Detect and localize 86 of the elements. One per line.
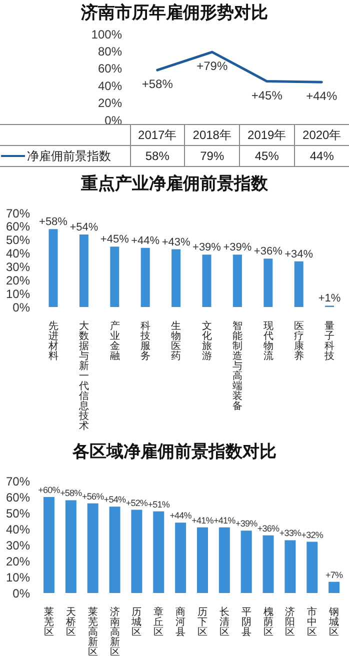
data-label: +54% xyxy=(104,494,126,505)
text: 44% xyxy=(294,146,349,166)
data-label: +36% xyxy=(254,246,283,258)
data-label: +60% xyxy=(38,485,60,495)
x-tick-label: 量子科技 xyxy=(324,321,335,362)
x-tick-label: 槐荫区 xyxy=(263,606,274,638)
y-tick-label: 100% xyxy=(91,27,122,42)
x-tick-label: 章丘区 xyxy=(154,606,164,638)
x-tick-label: 济阳区 xyxy=(285,606,296,638)
x-tick-label: 科技服务 xyxy=(139,320,150,362)
x-tick-label: 产业金融 xyxy=(110,320,120,362)
data-label: +41% xyxy=(214,515,236,526)
data-label: +52% xyxy=(126,498,148,508)
data-label: +44% xyxy=(306,89,338,104)
x-tick-label: 医疗康养 xyxy=(294,321,304,362)
y-tick-label: 0% xyxy=(12,300,30,314)
data-label: +34% xyxy=(284,248,314,260)
x-tick-label: 2017年 xyxy=(130,124,185,146)
x-tick-label: 现代物流 xyxy=(262,321,274,362)
data-label: +56% xyxy=(82,491,104,502)
y-tick-label: 50% xyxy=(6,506,30,520)
y-tick-label: 70% xyxy=(6,474,30,488)
x-tick-label: 2018年 xyxy=(184,124,240,146)
text: 79% xyxy=(184,146,240,166)
data-label: +1% xyxy=(318,292,341,305)
category-label: 大数据与新一代信息技术 xyxy=(79,321,90,432)
y-tick-label: 10% xyxy=(6,570,30,584)
y-tick-label: 50% xyxy=(6,233,30,248)
category-label: 智能制造与高端装备 xyxy=(232,321,243,412)
data-label: +45% xyxy=(100,234,130,246)
legend-label: 净雇佣前景指数 xyxy=(27,148,111,162)
x-tick-label: 市中区 xyxy=(307,606,318,638)
x-tick-label: 先进材料 xyxy=(47,320,58,362)
y-tick-label: 0% xyxy=(12,586,30,600)
y-tick-label: 20% xyxy=(98,96,122,110)
data-label: +33% xyxy=(279,528,302,538)
data-label: +51% xyxy=(148,499,170,510)
data-label: +44% xyxy=(131,234,160,247)
y-tick-label: 40% xyxy=(6,246,30,261)
y-tick-label: 10% xyxy=(6,286,30,301)
x-tick-label: 文化旅游 xyxy=(202,320,212,362)
x-tick-label: 济南高新区 xyxy=(110,606,120,658)
chart-title: 重点产业净雇佣前景指数 xyxy=(80,173,269,195)
y-tick-label: 70% xyxy=(6,206,30,220)
y-tick-label: 40% xyxy=(98,78,122,93)
data-label: +39% xyxy=(236,518,258,529)
x-tick-label: 历城区 xyxy=(130,607,142,638)
x-tick-label: 平阴县 xyxy=(241,607,252,638)
text: 58% xyxy=(130,146,185,166)
text: 45% xyxy=(240,146,294,166)
y-tick-label: 20% xyxy=(6,273,30,288)
x-tick-label: 2020年 xyxy=(294,124,349,146)
x-tick-label: 长清区 xyxy=(219,606,230,638)
y-tick-label: 30% xyxy=(6,538,30,552)
data-label: +39% xyxy=(223,242,252,254)
chart-title: 各区域净雇佣前景指数对比 xyxy=(71,441,278,463)
data-label: +44% xyxy=(170,510,192,521)
data-label: +79% xyxy=(196,59,228,74)
x-tick-label: 历下区 xyxy=(197,607,208,638)
y-tick-label: 30% xyxy=(6,260,30,274)
x-tick-label: 商河县 xyxy=(176,606,186,638)
x-tick-label: 钢城区 xyxy=(328,607,340,638)
data-label: +41% xyxy=(192,515,214,526)
x-tick-label: 莱芜区 xyxy=(44,606,54,638)
y-tick-label: 80% xyxy=(98,44,122,58)
data-label: +7% xyxy=(326,570,343,580)
data-label: +39% xyxy=(192,242,222,254)
data-label: +32% xyxy=(301,530,324,540)
data-label: +45% xyxy=(251,88,283,102)
y-tick-label: 60% xyxy=(98,62,122,76)
data-label: +58% xyxy=(142,77,174,92)
y-tick-label: 20% xyxy=(6,554,30,568)
y-tick-label: 40% xyxy=(6,522,30,536)
chart-title: 济南市历年雇佣形势对比 xyxy=(80,2,269,24)
x-tick-label: 生物医药 xyxy=(171,320,182,362)
y-tick-label: 60% xyxy=(6,220,30,234)
data-label: +54% xyxy=(70,221,98,234)
data-label: +36% xyxy=(257,523,280,534)
data-label: +58% xyxy=(60,488,82,498)
y-tick-label: 60% xyxy=(6,490,30,504)
data-label: +58% xyxy=(39,216,68,228)
x-tick-label: 莱芜高新区 xyxy=(88,606,98,658)
y-tick-label: 0% xyxy=(104,113,122,128)
x-tick-label: 2019年 xyxy=(240,124,294,146)
data-label: +43% xyxy=(162,236,190,248)
x-tick-label: 天桥区 xyxy=(64,607,76,638)
